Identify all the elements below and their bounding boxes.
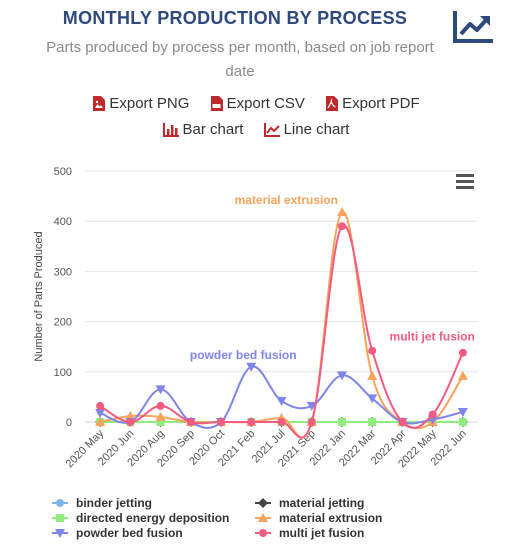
data-point — [457, 407, 468, 417]
data-point — [277, 418, 286, 426]
data-point — [457, 370, 468, 380]
export-csv-label: Export CSV — [226, 95, 305, 112]
chart-title: MONTHLY PRODUCTION BY PROCESS — [62, 8, 408, 28]
menu-icon[interactable] — [456, 174, 474, 189]
line-chart-icon — [263, 122, 280, 137]
legend-swatch-marker — [259, 529, 267, 537]
legend-label: binder jetting — [76, 496, 152, 510]
annotation-powder-bed-fusion: powder bed fusion — [190, 348, 297, 362]
bar-chart-icon — [162, 122, 179, 137]
subtitle-line-1: Parts produced by process per month, bas… — [46, 39, 434, 56]
legend-label: material jetting — [279, 496, 364, 510]
data-point — [458, 418, 467, 426]
bar-chart-label: Bar chart — [182, 121, 244, 138]
legend-item-material-jetting[interactable]: material jetting — [255, 496, 364, 510]
data-point — [156, 418, 165, 426]
data-point — [428, 410, 437, 419]
export-row-1: Export PNG Export CSV Export PDF — [0, 95, 512, 115]
line-chart-button[interactable]: Line chart — [263, 121, 350, 138]
data-point — [247, 418, 256, 426]
y-tick-label: 300 — [54, 266, 72, 278]
file-csv-icon — [210, 96, 223, 111]
data-point — [367, 370, 378, 380]
data-point — [336, 207, 347, 217]
annotation-material-extrusion: material extrusion — [235, 193, 338, 207]
grid-lines — [85, 170, 478, 423]
legend-swatch-marker — [258, 498, 268, 508]
export-png-label: Export PNG — [109, 95, 190, 112]
data-point — [367, 394, 378, 404]
line-chart-label: Line chart — [283, 121, 350, 138]
legend-item-multi-jet-fusion[interactable]: multi jet fusion — [255, 526, 364, 540]
data-point — [276, 396, 287, 406]
legend-item-binder-jetting[interactable]: binder jetting — [52, 496, 152, 510]
data-point — [125, 410, 136, 420]
y-tick-label: 200 — [54, 317, 72, 329]
data-point — [458, 348, 467, 357]
legend-item-material-extrusion[interactable]: material extrusion — [255, 511, 382, 525]
legend: binder jetting material jetting directed e… — [52, 496, 382, 540]
data-point — [368, 418, 377, 426]
data-point — [307, 418, 316, 426]
data-point — [126, 418, 135, 426]
data-point — [217, 418, 226, 426]
legend-item-directed-energy-deposition[interactable]: directed energy deposition — [52, 511, 229, 525]
y-axis-label: Number of Parts Produced — [33, 231, 45, 361]
data-point — [186, 418, 195, 426]
data-point — [398, 418, 407, 426]
data-point — [337, 418, 346, 426]
legend-swatch-marker — [56, 514, 64, 522]
annotation-multi-jet-fusion: multi jet fusion — [390, 330, 475, 344]
export-pdf-button[interactable]: Export PDF — [325, 95, 420, 112]
legend-swatch-marker — [258, 513, 268, 522]
y-tick-label: 0 — [66, 417, 72, 429]
data-point — [156, 401, 165, 410]
chart-subtitle: Parts produced by process per month, bas… — [20, 36, 460, 84]
legend-swatch-marker — [56, 499, 64, 507]
data-point — [306, 401, 317, 411]
annotations-group: material extrusion powder bed fusion multi… — [190, 193, 475, 362]
legend-item-powder-bed-fusion[interactable]: powder bed fusion — [52, 526, 183, 540]
data-point — [155, 385, 166, 395]
y-tick-labels: 0 100 200 300 400 500 — [54, 166, 72, 429]
y-tick-label: 100 — [54, 367, 72, 379]
series-multi-jet-fusion[interactable] — [96, 222, 467, 439]
data-point — [95, 408, 106, 418]
y-tick-label: 500 — [54, 166, 72, 178]
data-point — [96, 401, 105, 410]
legend-label: directed energy deposition — [76, 511, 229, 525]
export-csv-button[interactable]: Export CSV — [210, 95, 305, 112]
data-point — [368, 346, 377, 355]
y-tick-label: 400 — [54, 216, 72, 228]
bar-chart-button[interactable]: Bar chart — [162, 121, 244, 138]
subtitle-line-2: date — [225, 63, 255, 80]
data-point — [337, 222, 346, 231]
legend-label: material extrusion — [279, 511, 382, 525]
export-pdf-label: Export PDF — [342, 95, 420, 112]
data-point — [336, 371, 347, 381]
file-image-icon — [93, 96, 106, 111]
file-pdf-icon — [326, 96, 339, 111]
legend-swatch-marker — [55, 529, 65, 538]
data-point — [155, 411, 166, 421]
chart-line-up-icon[interactable] — [452, 8, 496, 44]
export-row-2: Bar chart Line chart — [0, 121, 512, 141]
data-point — [246, 362, 257, 372]
data-point — [95, 417, 106, 426]
series-group — [95, 207, 468, 439]
legend-label: multi jet fusion — [279, 526, 364, 540]
legend-label: powder bed fusion — [76, 526, 183, 540]
export-png-button[interactable]: Export PNG — [92, 95, 189, 112]
